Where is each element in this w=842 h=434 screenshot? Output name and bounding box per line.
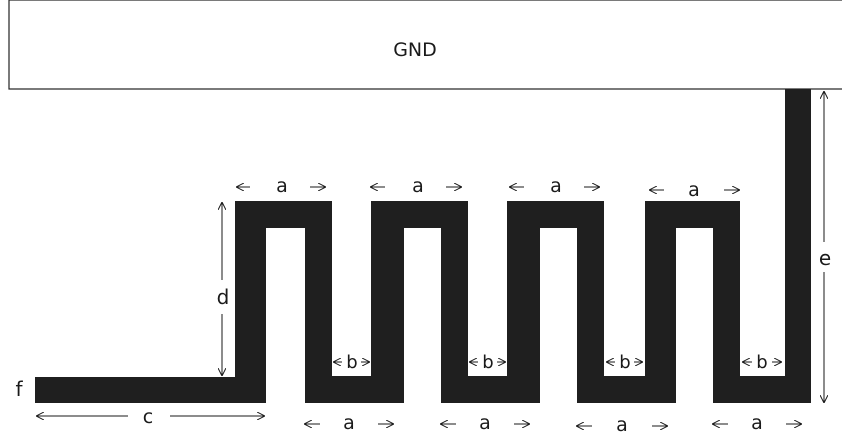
label-a: a — [688, 179, 700, 201]
dimension-b-2: b — [470, 352, 505, 373]
dimension-a-bottom-3: a — [577, 414, 667, 434]
dimension-c: c — [37, 406, 264, 428]
ground-plane — [8, 0, 842, 90]
label-a: a — [616, 414, 628, 434]
dimension-b-3: b — [607, 352, 642, 373]
label-a: a — [751, 412, 763, 434]
dimension-b-1: b — [334, 352, 369, 373]
dimension-a-top-2: a — [371, 175, 461, 197]
label-a: a — [550, 175, 562, 197]
dimension-a-top-4: a — [650, 179, 739, 201]
label-b: b — [346, 352, 357, 373]
label-a: a — [276, 175, 288, 197]
label-e: e — [819, 246, 831, 270]
dimension-a-bottom-1: a — [305, 412, 393, 434]
dimension-b-4: b — [743, 352, 781, 373]
label-a: a — [412, 175, 424, 197]
label-f: f — [15, 377, 23, 401]
dimension-a-top-1: a — [237, 175, 325, 197]
dimension-a-bottom-4: a — [713, 412, 801, 434]
label-a: a — [479, 412, 491, 434]
dimension-e: e — [819, 92, 831, 402]
label-b: b — [482, 352, 493, 373]
label-b: b — [619, 352, 630, 373]
label-a: a — [343, 412, 355, 434]
label-c: c — [143, 406, 153, 428]
dimension-a-bottom-2: a — [441, 412, 529, 434]
dimension-a-top-3: a — [510, 175, 599, 197]
dimension-d: d — [217, 203, 230, 375]
label-d: d — [217, 285, 230, 309]
meander-trace — [35, 89, 811, 403]
label-b: b — [756, 352, 767, 373]
ground-label: GND — [393, 39, 437, 61]
